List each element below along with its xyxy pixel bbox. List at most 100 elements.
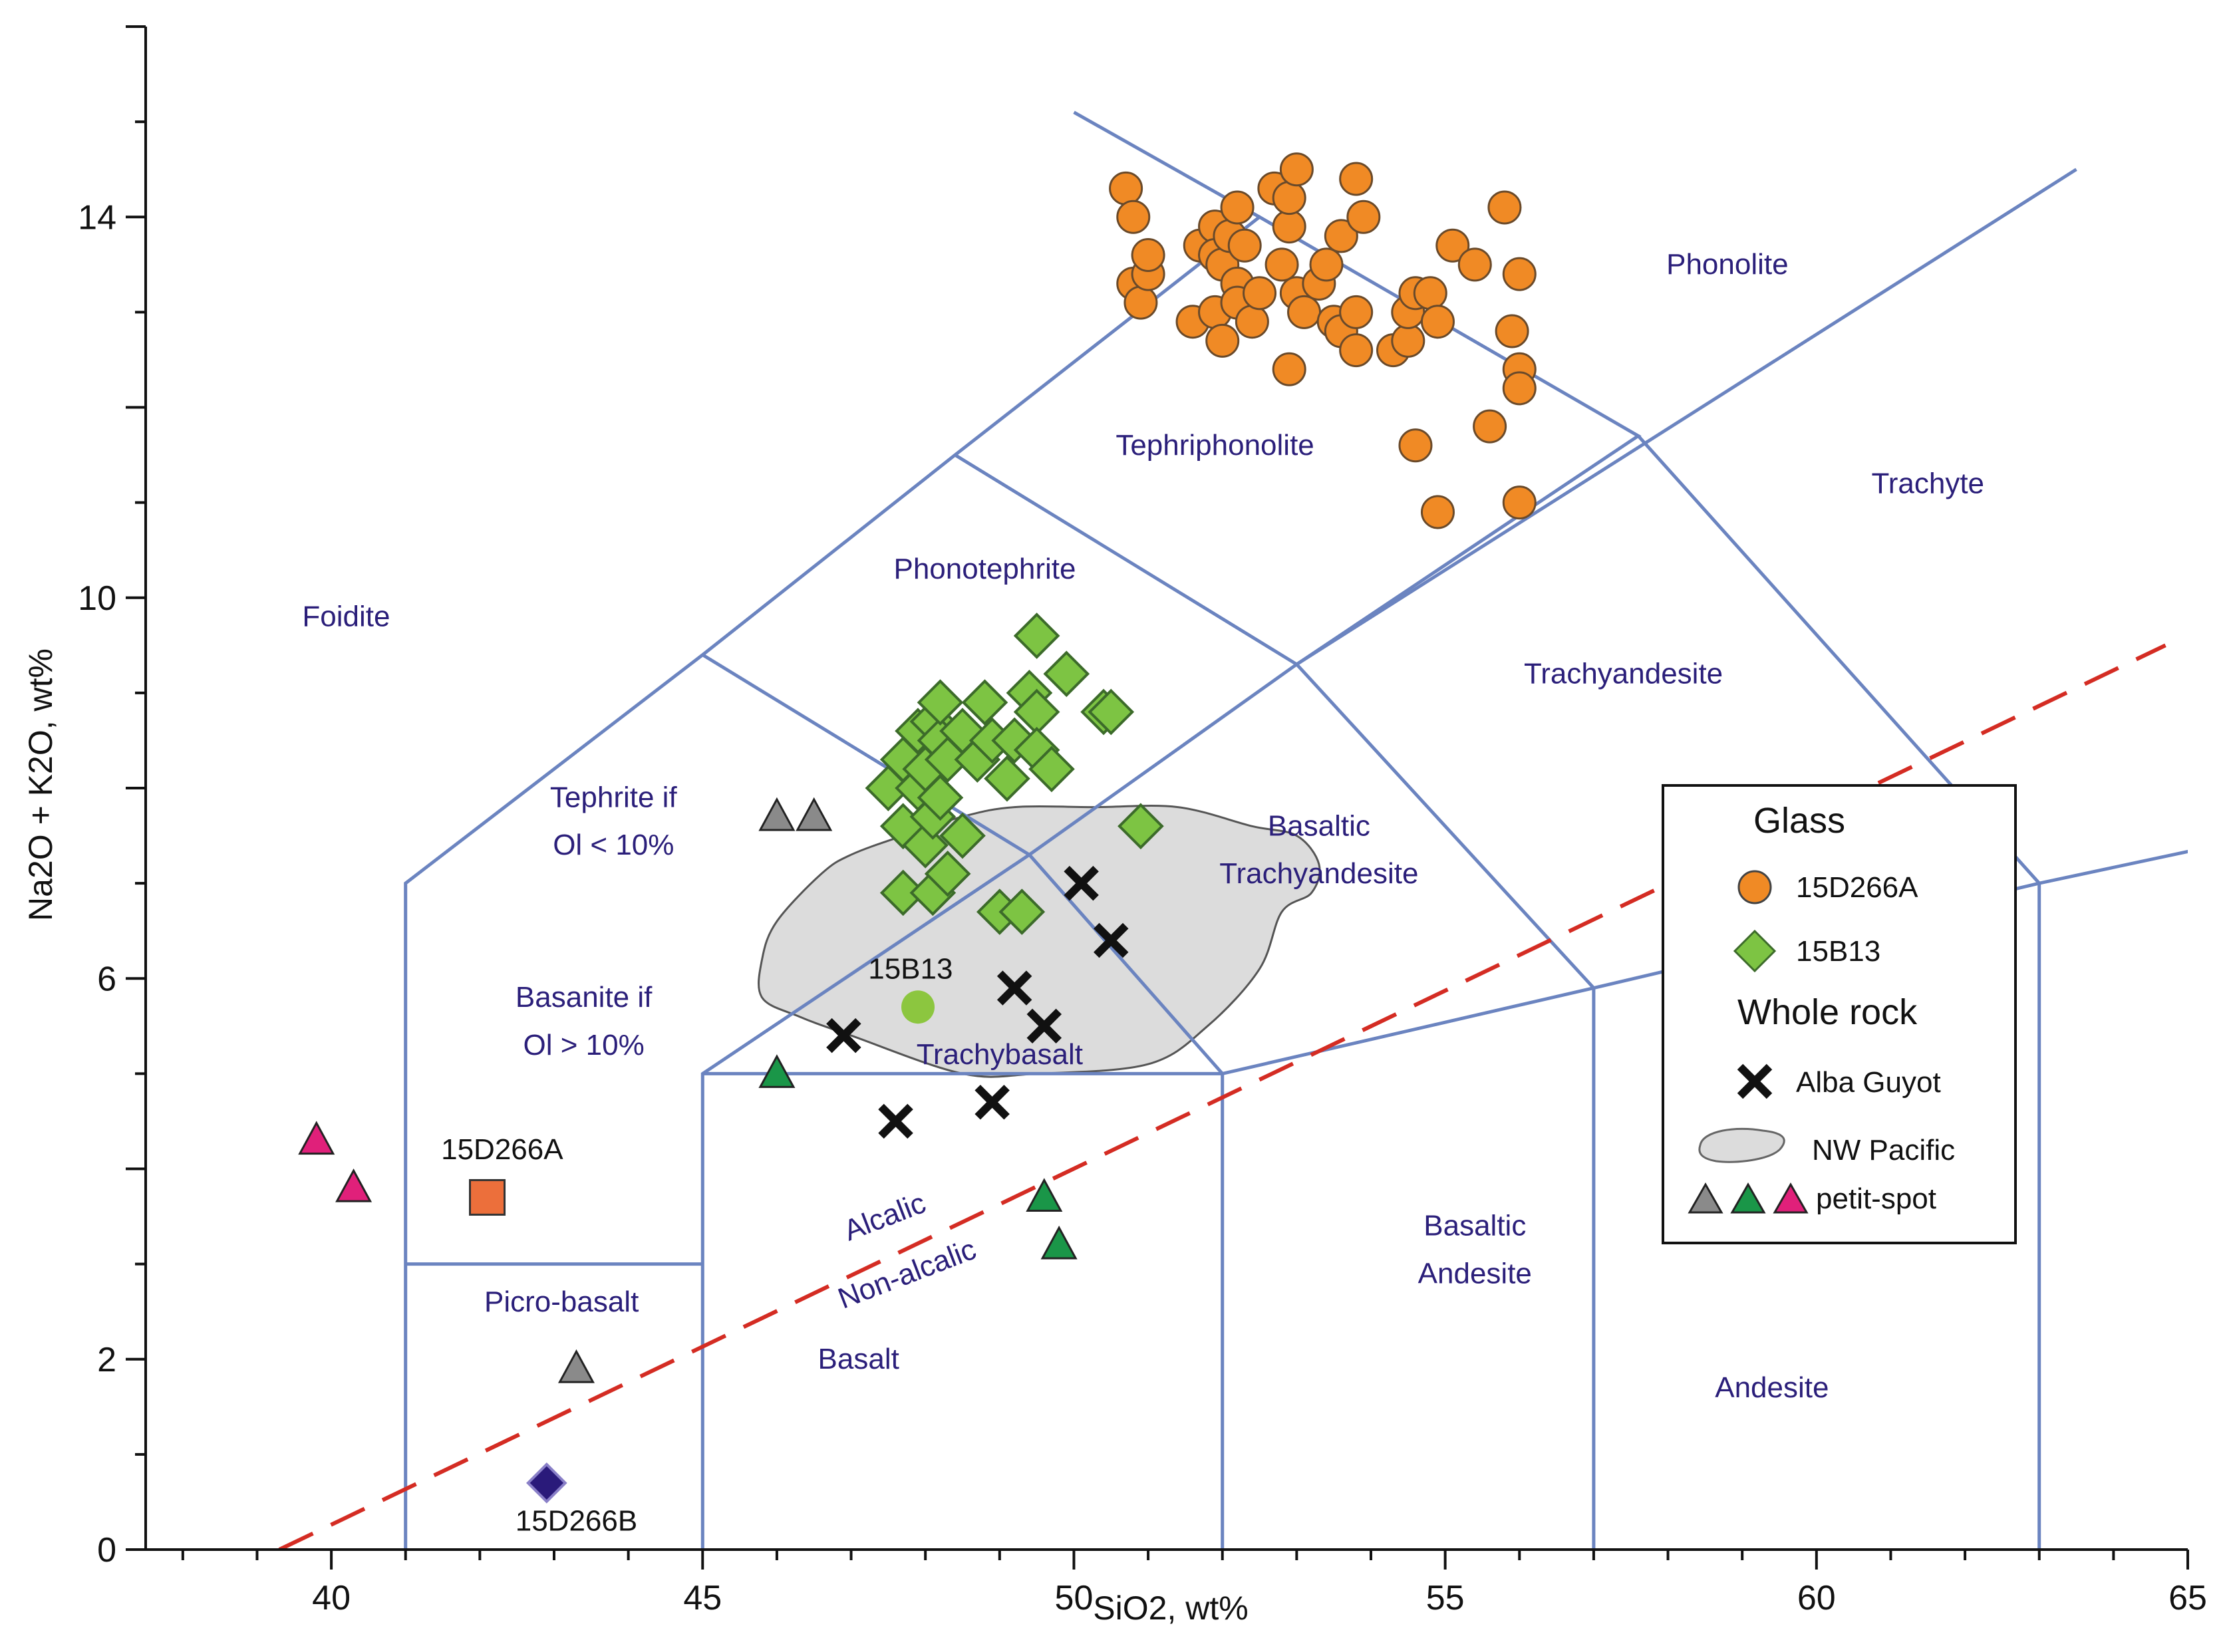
point-15d266a-29	[1309, 247, 1344, 282]
field-label-picro-basalt-13: Picro-basalt	[484, 1286, 639, 1318]
point-15d266a-31	[1324, 219, 1358, 253]
field-label-tephriphonolite-2: Tephriphonolite	[1116, 429, 1314, 462]
tas-boundary-6	[701, 653, 1030, 857]
point-nw-pacific-petit-spot-grey-2	[557, 1349, 595, 1383]
tas-boundary-10	[1296, 168, 2077, 666]
point-alba-guyot-1	[878, 1103, 913, 1139]
legend-label-nw-pacific: NW Pacific	[1812, 1134, 1955, 1167]
x-axis-title-text: SiO2, wt%	[1093, 1589, 1248, 1627]
point-nw-pacific-petit-spot-green-1	[1026, 1178, 1063, 1212]
point-15d266a-17	[1227, 228, 1262, 263]
y-tick-label-0: 0	[97, 1531, 116, 1570]
x-tick-label-60: 60	[1797, 1579, 1836, 1617]
point-15d266b-0	[526, 1462, 567, 1504]
point-15b13-29	[1043, 650, 1090, 698]
point-15d266a-21	[1265, 247, 1299, 282]
point-alba-guyot-4	[1026, 1008, 1062, 1044]
point-15d266a-34	[1339, 162, 1374, 196]
y-tick-label-6: 6	[97, 960, 116, 998]
field-label-trachybasalt-12: Trachybasalt	[917, 1038, 1083, 1071]
point-15d266a-41	[1398, 428, 1433, 463]
point-15b13-13	[917, 774, 964, 821]
sample-label-15b13-2: 15B13	[868, 952, 953, 985]
point-15d266a-5	[1131, 238, 1165, 272]
point-15d266a-48	[1487, 190, 1522, 225]
axes-layer: 40 45 50 55 60 65 0 2 6 10 14	[78, 25, 2207, 1617]
point-15d266a-27	[1287, 295, 1322, 329]
x-tick-label-50: 50	[1055, 1579, 1094, 1617]
x-tick-label-45: 45	[683, 1579, 722, 1617]
point-15b13-12	[917, 679, 964, 726]
point-alba-guyot-5	[1064, 865, 1099, 901]
field-label-basanite-if-10: Basanite if	[516, 981, 653, 1014]
field-label-andesite-17: Andesite	[1715, 1371, 1829, 1404]
legend-marker-petit-spot-grey	[1688, 1182, 1723, 1214]
field-label-phonolite-1: Phonolite	[1666, 248, 1788, 281]
x-axis-title: SiO2, wt%	[1093, 1589, 1248, 1627]
point-nw-pacific-petit-spot-green-2	[1040, 1225, 1078, 1260]
tas-boundary-5	[2037, 849, 2188, 1550]
point-15d266a-44	[1420, 495, 1455, 529]
x-tick-label-65: 65	[2168, 1579, 2207, 1617]
point-15d266a-3	[1123, 285, 1158, 320]
x-tick-label-55: 55	[1426, 1579, 1465, 1617]
field-label-tephrite-if-6: Tephrite if	[550, 781, 678, 814]
y-tick-label-10: 10	[78, 579, 116, 618]
field-label-trachyandesite-5: Trachyandesite	[1524, 658, 1723, 690]
field-label-ol-10-7: Ol < 10%	[553, 829, 674, 861]
sample-label-15d266a-0: 15D266A	[441, 1133, 563, 1166]
legend: Glass 15D266A 15B13 Whole rock Alba Guyo…	[1662, 784, 2017, 1244]
legend-label-15d266a: 15D266A	[1796, 871, 1918, 904]
point-15d266a-0	[469, 1178, 506, 1216]
point-15d266a-47	[1473, 409, 1507, 444]
point-15b13-33	[998, 889, 1046, 935]
legend-marker-alba-guyot	[1737, 1063, 1773, 1099]
field-label-basaltic-8: Basaltic	[1268, 810, 1370, 843]
y-axis-title-group: Na2O + K2O, wt%	[22, 648, 59, 921]
point-15d266a-14	[1220, 190, 1255, 225]
point-15d266a-33	[1339, 333, 1374, 368]
legend-label-alba-guyot: Alba Guyot	[1796, 1066, 1941, 1099]
point-15d266a-42	[1413, 276, 1447, 311]
legend-label-15b13: 15B13	[1796, 935, 1880, 968]
legend-marker-petit-spot-green	[1730, 1182, 1766, 1214]
point-alba-guyot-0	[826, 1018, 861, 1053]
divide-label-alcalic: Alcalic	[839, 1186, 930, 1247]
point-15b13-22	[984, 755, 1030, 802]
y-tick-label-2: 2	[97, 1341, 116, 1379]
point-15d266a-24	[1272, 181, 1306, 215]
point-alba-guyot-2	[974, 1085, 1010, 1120]
field-label-ol-10-11: Ol > 10%	[523, 1029, 645, 1061]
field-label-basaltic-15: Basaltic	[1423, 1210, 1526, 1242]
point-15d266a-0	[1109, 171, 1143, 206]
legend-label-petit-spot: petit-spot	[1816, 1182, 1936, 1215]
point-nw-pacific-petit-spot-pink-0	[298, 1121, 335, 1155]
tas-boundary-8	[1028, 853, 1224, 1075]
field-label-trachyandesite-9: Trachyandesite	[1219, 857, 1418, 890]
y-axis-title: Na2O + K2O, wt%	[22, 648, 59, 921]
point-15b13-19	[961, 679, 1008, 726]
point-15d266a-11	[1205, 323, 1240, 358]
field-label-foidite-0: Foidite	[302, 601, 390, 633]
point-15b13-28	[1028, 746, 1075, 793]
point-15d266a-18	[1235, 305, 1269, 339]
point-15d266a-35	[1339, 295, 1374, 329]
field-label-basalt-14: Basalt	[818, 1343, 899, 1375]
legend-heading-whole-rock: Whole rock	[1737, 992, 1918, 1032]
legend-box	[1662, 784, 2017, 1244]
point-15d266a-38	[1391, 323, 1425, 358]
field-label-andesite-16: Andesite	[1418, 1257, 1532, 1290]
legend-marker-nw-pacific-field	[1698, 1127, 1785, 1163]
point-15d266a-43	[1420, 305, 1455, 339]
point-15d266a-53	[1502, 257, 1537, 291]
y-axis-title-text: Na2O + K2O, wt%	[22, 648, 59, 921]
legend-marker-15b13	[1733, 929, 1777, 973]
point-nw-pacific-petit-spot-grey-0	[758, 797, 796, 831]
point-15d266a-36	[1346, 200, 1381, 234]
point-15b13-31	[1088, 688, 1135, 736]
point-15d266a-1	[1116, 200, 1151, 234]
point-15d266a-51	[1502, 371, 1537, 406]
point-15d266a-23	[1272, 352, 1306, 386]
y-tick-label-14: 14	[78, 198, 116, 237]
